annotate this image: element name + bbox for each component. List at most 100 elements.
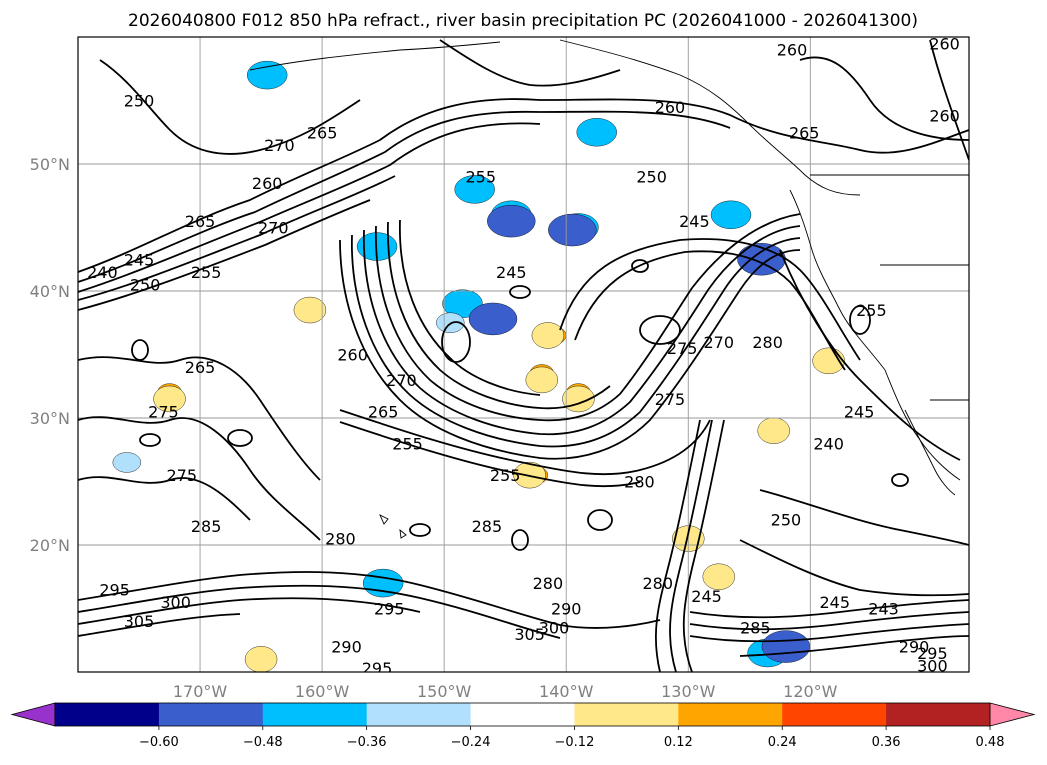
lat-tick-label: 50°N (30, 155, 70, 174)
contour-label: 280 (624, 473, 655, 492)
contour-label: 260 (777, 41, 808, 60)
contour-label: 240 (87, 263, 118, 282)
precip-blob (548, 213, 597, 247)
contour-label: 270 (264, 136, 295, 155)
hawaii-islands (379, 514, 407, 539)
contour-label: 255 (490, 466, 521, 485)
contour-line (441, 321, 471, 363)
contour-label: 285 (472, 517, 503, 536)
contour-line (78, 571, 661, 629)
contour-label: 245 (844, 403, 875, 422)
colorbar-tick-label: 0.36 (872, 735, 901, 750)
contour-line (779, 249, 961, 461)
contour-label: 275 (655, 390, 686, 409)
contour-label: 260 (655, 98, 686, 117)
contour-line (929, 39, 969, 161)
contour-line (669, 419, 713, 672)
contour-line (439, 39, 621, 87)
contour-line (339, 421, 641, 488)
contour-label: 275 (667, 339, 698, 358)
precip-blob (710, 200, 752, 230)
contour-label: 280 (752, 333, 783, 352)
contour-label: 300 (539, 619, 570, 638)
contour-line (799, 56, 969, 141)
contour-label: 300 (160, 593, 191, 612)
contour-label: 260 (252, 174, 283, 193)
graticule (78, 37, 969, 672)
colorbar-extend-min (10, 702, 56, 727)
contour-label: 280 (325, 530, 356, 549)
contour-label: 265 (185, 212, 216, 231)
contour-label: 245 (679, 212, 710, 231)
contour-label: 245 (124, 250, 155, 269)
contour-line (682, 419, 725, 672)
contour-line (131, 339, 149, 361)
contour-label: 275 (148, 403, 179, 422)
contour-label: 250 (130, 276, 161, 295)
refractivity-contours (78, 39, 969, 672)
colorbar-segment (158, 703, 264, 726)
map-area: 260 260 250 270 265 260 255 260 265 250 245 265 270 2… (78, 34, 969, 672)
contour-label: 255 (392, 434, 423, 453)
contour-line (139, 433, 161, 447)
contour-label: 275 (166, 466, 197, 485)
contour-label: 270 (386, 371, 417, 390)
lat-tick-label: 20°N (30, 536, 70, 555)
contour-label: 260 (337, 346, 368, 365)
contour-line (78, 110, 731, 283)
colorbar-tick-label: −0.12 (555, 735, 595, 750)
colorbar-tick-label: −0.48 (243, 735, 283, 750)
contour-line (689, 599, 969, 619)
contour-line (78, 584, 561, 639)
contour-line (509, 285, 531, 299)
colorbar-outline (54, 702, 991, 727)
longitude-ticks: 170°W 160°W 150°W 140°W 130°W 120°W (173, 682, 838, 701)
colorbar-segment (574, 703, 679, 726)
contour-label: 250 (771, 511, 802, 530)
contour-line (511, 529, 529, 551)
contour-line (78, 122, 541, 293)
contour-label: 305 (124, 612, 155, 631)
contour-label: 280 (533, 574, 564, 593)
contour-label: 290 (899, 638, 930, 657)
map-title: 2026040800 F012 850 hPa refract., river … (128, 11, 918, 31)
precip-blob (702, 563, 735, 590)
contour-line (739, 635, 969, 657)
contour-label: 260 (929, 34, 960, 53)
alaska-coast (559, 39, 861, 196)
contour-line (891, 473, 909, 487)
contour-label: 245 (819, 593, 850, 612)
contour-line (759, 489, 969, 546)
us-canada-border (810, 174, 969, 401)
colorbar-tick-label: −0.24 (451, 735, 491, 750)
contour-line (78, 356, 321, 481)
contour-line (339, 409, 711, 476)
contour-label: 305 (514, 625, 545, 644)
contour-labels: 260 260 250 270 265 260 255 260 265 250 245 265 270 2… (87, 34, 960, 672)
contour-line (227, 429, 253, 447)
lon-tick-label: 150°W (417, 682, 472, 701)
canada-coast (789, 189, 886, 371)
contour-line (99, 59, 361, 155)
map-frame (77, 36, 970, 673)
contour-label: 265 (368, 403, 399, 422)
contour-label: 270 (258, 219, 289, 238)
precip-blob (293, 296, 327, 324)
contour-label: 240 (813, 434, 844, 453)
contour-line (387, 221, 611, 410)
contour-line (587, 509, 613, 531)
colorbar-segment (470, 703, 575, 726)
colorbar-ticks: −0.60 −0.48 −0.36 −0.24 −0.12 0.12 0.24 0.36 0.4… (139, 726, 1004, 750)
contour-label: 255 (466, 168, 497, 187)
precip-blob (468, 302, 518, 336)
contour-label: 285 (191, 517, 222, 536)
lon-tick-label: 140°W (539, 682, 594, 701)
contour-line (78, 175, 396, 301)
contour-line (78, 416, 321, 541)
lon-tick-label: 130°W (661, 682, 716, 701)
precip-blob (244, 646, 278, 672)
contour-label: 290 (331, 638, 362, 657)
contour-line (849, 305, 871, 335)
contour-label: 245 (496, 263, 527, 282)
contour-line (689, 611, 969, 631)
